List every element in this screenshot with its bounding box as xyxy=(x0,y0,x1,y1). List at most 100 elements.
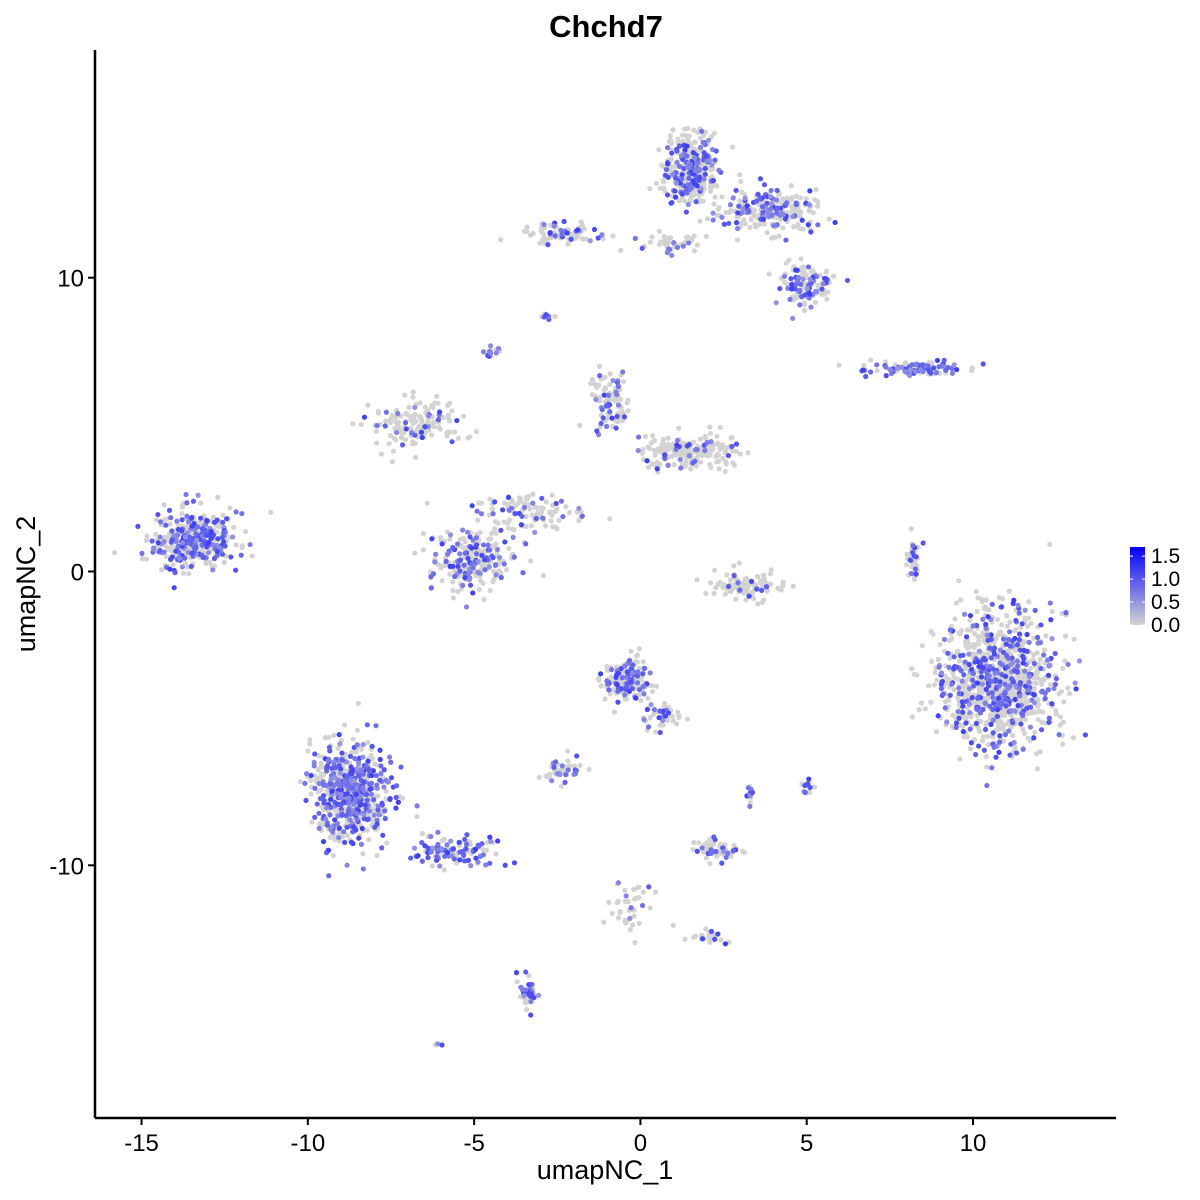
cell-point xyxy=(476,586,482,593)
cell-point-expressing xyxy=(721,848,727,855)
cell-point-expressing xyxy=(692,155,698,161)
cell-point xyxy=(179,510,185,517)
cell-point-expressing xyxy=(460,850,466,856)
cell-point-expressing xyxy=(447,532,454,538)
cell-point xyxy=(691,839,697,846)
cell-point xyxy=(636,646,642,652)
cell-point xyxy=(670,127,676,133)
cell-point-expressing xyxy=(382,808,388,814)
cell-point xyxy=(1032,729,1038,735)
cell-point xyxy=(614,418,620,425)
cell-point-expressing xyxy=(683,209,689,215)
cell-point-expressing xyxy=(363,791,370,798)
cell-point-expressing xyxy=(238,552,244,558)
cell-point xyxy=(882,359,889,365)
cell-point xyxy=(746,582,752,588)
cell-point xyxy=(435,400,441,406)
cell-point xyxy=(937,641,943,648)
cell-point xyxy=(950,712,956,718)
cell-point xyxy=(447,536,453,542)
cell-point-expressing xyxy=(1016,631,1023,637)
cell-point-expressing xyxy=(647,670,653,676)
cell-point-expressing xyxy=(628,905,634,911)
cell-point xyxy=(578,509,584,515)
cell-point-expressing xyxy=(768,187,774,194)
cell-point xyxy=(410,389,416,395)
cell-point-expressing xyxy=(945,364,951,371)
cell-point xyxy=(478,578,484,584)
cell-point-expressing xyxy=(615,402,622,408)
cell-point xyxy=(318,787,324,793)
cell-point xyxy=(473,428,480,435)
x-tick-label: 5 xyxy=(800,1130,813,1157)
cell-point xyxy=(780,583,786,589)
cell-point xyxy=(1003,612,1010,619)
cell-point-expressing xyxy=(956,690,962,697)
cell-point-expressing xyxy=(498,527,504,533)
cell-point-expressing xyxy=(966,661,972,668)
cell-point xyxy=(647,239,653,245)
cell-point-expressing xyxy=(316,810,322,816)
cell-point xyxy=(417,413,423,419)
cell-point-expressing xyxy=(336,835,342,841)
cell-point-expressing xyxy=(955,708,961,715)
cell-point-expressing xyxy=(960,728,967,735)
cell-point-expressing xyxy=(163,522,169,528)
cell-point xyxy=(691,191,698,198)
cell-point-expressing xyxy=(342,779,348,785)
cell-point-expressing xyxy=(665,161,671,167)
cell-point xyxy=(471,569,477,576)
y-tick-label: 10 xyxy=(57,266,84,293)
cell-point xyxy=(703,855,710,861)
cell-point xyxy=(415,425,421,431)
cell-point-expressing xyxy=(960,709,966,715)
cell-point xyxy=(798,256,804,262)
cell-point xyxy=(977,688,983,694)
cell-point-expressing xyxy=(814,288,820,295)
cell-point xyxy=(775,585,781,591)
cell-point-expressing xyxy=(415,853,421,859)
cell-point xyxy=(647,905,653,911)
cell-point-expressing xyxy=(365,758,371,764)
cell-point xyxy=(1033,750,1040,757)
cell-point-expressing xyxy=(552,233,558,239)
cell-point-expressing xyxy=(412,404,418,411)
cell-point xyxy=(748,217,754,223)
cell-point-expressing xyxy=(939,678,945,684)
cell-point xyxy=(922,706,929,712)
cell-point xyxy=(612,398,619,404)
cell-point xyxy=(543,499,549,505)
cell-point-expressing xyxy=(366,766,372,772)
cell-point-expressing xyxy=(1002,673,1009,679)
cell-point-expressing xyxy=(789,286,795,292)
cell-point xyxy=(1008,724,1014,730)
cell-point xyxy=(682,126,688,132)
cell-point-expressing xyxy=(326,873,332,879)
cell-point xyxy=(985,733,991,739)
cell-point xyxy=(718,937,724,943)
cell-point-expressing xyxy=(913,571,919,577)
cell-point-expressing xyxy=(409,430,415,436)
cell-point-expressing xyxy=(745,207,751,213)
cell-point xyxy=(390,448,397,454)
cell-point xyxy=(984,764,990,770)
cell-point xyxy=(632,940,638,946)
cell-point-expressing xyxy=(232,567,239,573)
cell-point-expressing xyxy=(977,710,984,716)
cell-point xyxy=(761,597,767,603)
cell-point xyxy=(661,234,667,240)
cell-point xyxy=(607,516,613,522)
cell-point-expressing xyxy=(463,841,470,847)
cell-point-expressing xyxy=(742,195,748,201)
cell-point xyxy=(547,771,553,777)
cell-point xyxy=(1030,635,1037,641)
cell-point-expressing xyxy=(967,726,973,732)
cell-point-expressing xyxy=(1014,658,1021,664)
cell-point-expressing xyxy=(187,537,193,543)
cell-point xyxy=(955,676,961,682)
cell-point-expressing xyxy=(428,585,434,591)
cell-point-expressing xyxy=(325,757,331,764)
cell-point-expressing xyxy=(883,373,889,379)
cell-point xyxy=(668,453,675,460)
cell-point-expressing xyxy=(733,187,739,194)
